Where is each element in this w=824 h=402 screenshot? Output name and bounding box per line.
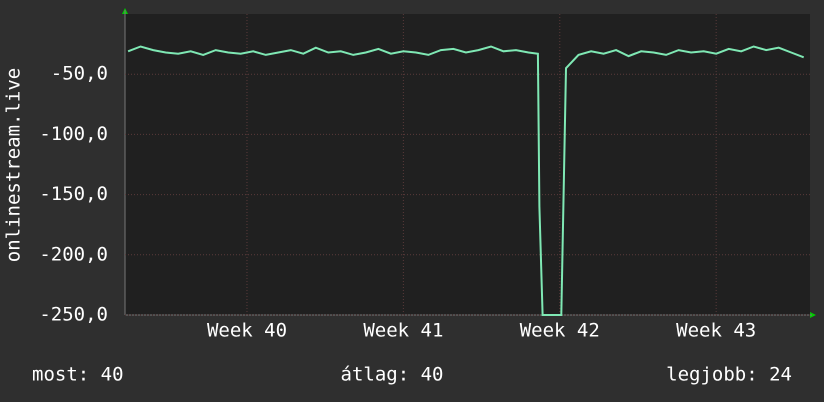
x-tick-label: Week 41 [363,320,443,342]
y-tick-label: -150,0 [39,183,108,205]
x-tick-label: Week 42 [520,320,600,342]
y-tick-label: -250,0 [39,304,108,326]
y-tick-label: -200,0 [39,243,108,265]
axis-arrow [810,312,816,318]
y-axis-label: onlinestream.live [3,68,25,262]
x-tick-label: Week 40 [207,320,287,342]
stat-best: legjobb: 24 [666,364,792,386]
plot-area [125,14,810,315]
stat-average: átlag: 40 [341,364,444,386]
data-line [127,45,805,316]
y-tick-label: -50,0 [51,63,108,85]
x-tick-label: Week 43 [676,320,756,342]
y-tick-label: -100,0 [39,123,108,145]
stat-current: most: 40 [32,364,124,386]
